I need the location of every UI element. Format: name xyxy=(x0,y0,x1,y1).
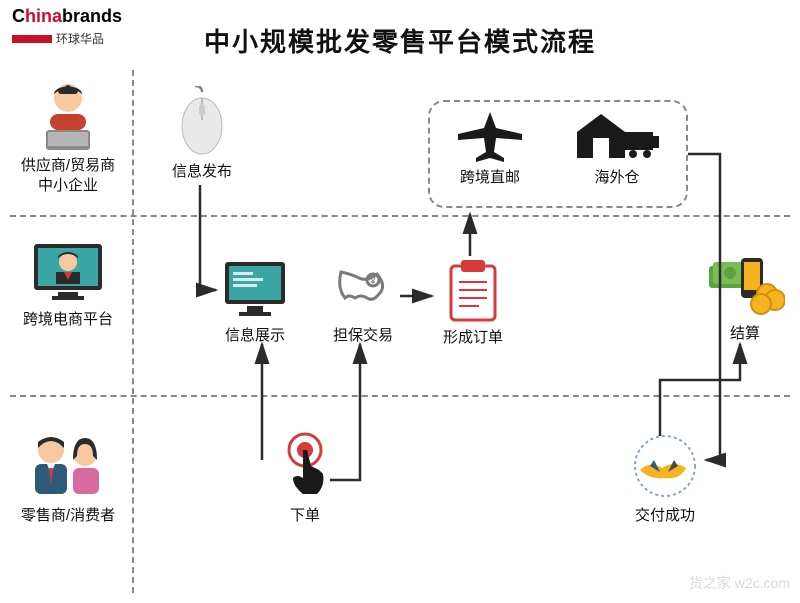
vertical-divider xyxy=(132,70,134,593)
money-icon xyxy=(705,250,785,320)
node-publish: 信息发布 xyxy=(162,86,242,182)
row-platform: 跨境电商平台 xyxy=(18,240,118,330)
row-divider-2 xyxy=(10,395,790,397)
node-settle: 结算 xyxy=(700,250,790,344)
row-retailer-label: 零售商/消费者 xyxy=(21,506,115,526)
node-warehouse-label: 海外仓 xyxy=(594,168,639,188)
node-display: 信息展示 xyxy=(210,258,300,346)
node-publish-label: 信息发布 xyxy=(172,162,232,182)
monitor-icon xyxy=(219,258,291,322)
plane-icon xyxy=(452,108,528,164)
mouse-icon xyxy=(175,86,229,158)
node-escrow: ¥ 担保交易 xyxy=(318,258,408,346)
node-deliver-label: 交付成功 xyxy=(635,506,695,526)
supplier-icon xyxy=(36,80,100,152)
node-order-label: 形成订单 xyxy=(443,328,503,348)
delivery-success-icon xyxy=(620,430,710,502)
clipboard-icon xyxy=(443,256,503,324)
platform-icon xyxy=(28,240,108,306)
page-title: 中小规模批发零售平台模式流程 xyxy=(0,22,800,59)
row-retailer: 零售商/消费者 xyxy=(18,430,118,526)
row-supplier-label: 供应商/贸易商 中小企业 xyxy=(21,156,115,195)
node-deliver: 交付成功 xyxy=(610,430,720,526)
watermark: 货之家 w2c.com xyxy=(689,573,790,593)
node-place-order: 下单 xyxy=(260,430,350,526)
svg-text:¥: ¥ xyxy=(369,276,376,286)
warehouse-icon xyxy=(571,108,663,164)
node-order: 形成订单 xyxy=(428,256,518,348)
row-platform-label: 跨境电商平台 xyxy=(23,310,113,330)
node-escrow-label: 担保交易 xyxy=(333,326,393,346)
node-ship-intl: 跨境直邮 xyxy=(440,108,540,188)
node-place-order-label: 下单 xyxy=(290,506,320,526)
node-settle-label: 结算 xyxy=(730,324,760,344)
retailer-icon xyxy=(23,430,113,502)
row-divider-1 xyxy=(10,215,790,217)
node-display-label: 信息展示 xyxy=(225,326,285,346)
node-warehouse: 海外仓 xyxy=(562,108,672,188)
tap-icon xyxy=(273,430,337,502)
node-ship-intl-label: 跨境直邮 xyxy=(460,168,520,188)
row-supplier: 供应商/贸易商 中小企业 xyxy=(18,80,118,195)
handshake-icon: ¥ xyxy=(329,258,397,322)
